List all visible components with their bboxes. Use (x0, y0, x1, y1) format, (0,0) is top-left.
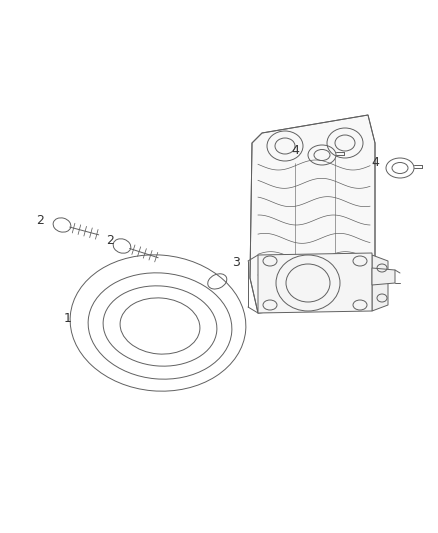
Polygon shape (250, 115, 375, 313)
Text: 3: 3 (232, 256, 240, 270)
Text: 1: 1 (64, 311, 72, 325)
Text: 4: 4 (291, 143, 299, 157)
Text: 4: 4 (371, 157, 379, 169)
Text: 2: 2 (106, 235, 114, 247)
Polygon shape (372, 255, 388, 311)
Polygon shape (372, 268, 395, 285)
Text: 2: 2 (36, 214, 44, 228)
Polygon shape (258, 253, 372, 313)
